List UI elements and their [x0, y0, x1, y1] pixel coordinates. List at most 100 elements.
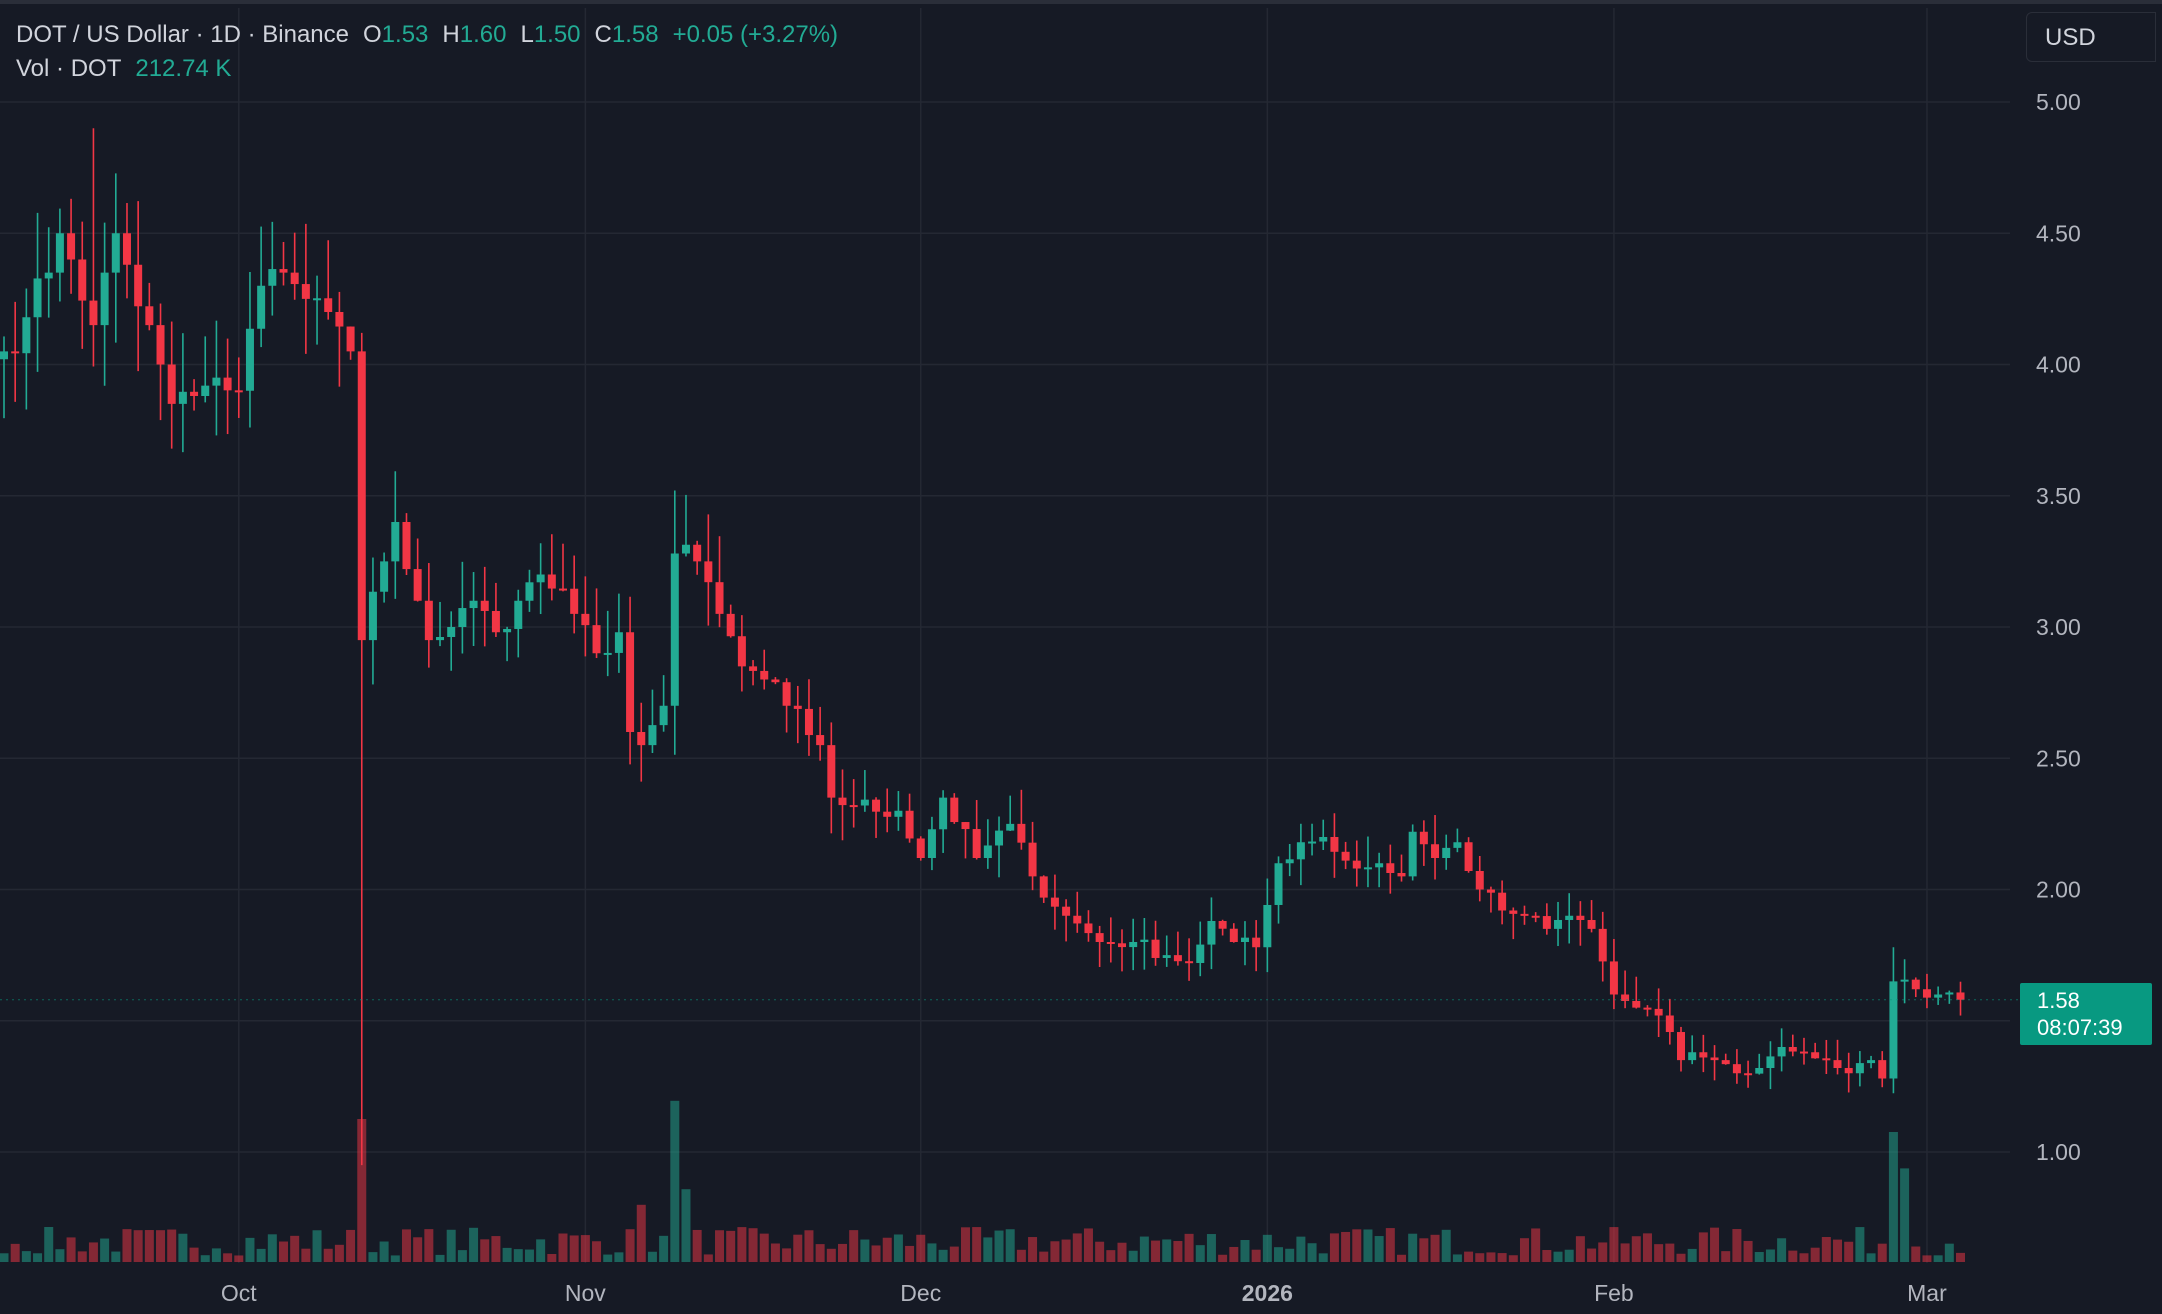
candle-body [1397, 873, 1406, 877]
candle-body [1062, 906, 1071, 916]
volume-bar [1888, 1132, 1898, 1262]
candle-body [1554, 919, 1563, 929]
volume-bar [1620, 1243, 1630, 1262]
candle-body [1442, 847, 1451, 858]
candle-body [1095, 933, 1104, 942]
volume-bar [569, 1235, 579, 1262]
x-tick-label: Oct [221, 1280, 257, 1306]
volume-bar [1050, 1241, 1060, 1262]
volume-bar [1139, 1236, 1149, 1262]
volume-bar [1464, 1251, 1474, 1262]
candle-body [33, 278, 42, 318]
volume-bar [1095, 1241, 1105, 1262]
candle-body [1833, 1060, 1842, 1069]
volume-bar [838, 1243, 847, 1262]
volume-bar [804, 1230, 814, 1262]
candle-body [458, 608, 467, 627]
volume-bar [1933, 1255, 1943, 1262]
volume-bar [1251, 1249, 1261, 1262]
candle-body [313, 298, 322, 301]
volume-bar [167, 1229, 177, 1262]
volume-bar [21, 1251, 31, 1262]
candle-body [1151, 939, 1160, 958]
candle-body [1419, 831, 1428, 845]
candle-body [391, 522, 400, 562]
volume-bar [1452, 1254, 1462, 1262]
volume-bar [401, 1229, 411, 1262]
volume-bar [290, 1235, 300, 1262]
currency-button[interactable]: USD [2026, 12, 2156, 62]
close-value: 1.58 [611, 21, 659, 48]
volume-bar [882, 1237, 892, 1262]
x-tick-label: Feb [1594, 1280, 1634, 1306]
candle-body [1129, 942, 1138, 948]
candle-body [514, 600, 523, 629]
candle-body [525, 582, 534, 601]
volume-bar [357, 1119, 367, 1262]
candle-body [1475, 870, 1484, 890]
volume-bar [1441, 1229, 1451, 1262]
candle-body [603, 652, 612, 655]
volume-value: 212.74 K [135, 55, 232, 82]
volume-bar [390, 1255, 400, 1262]
candle-body [1609, 961, 1618, 995]
candle-body [1565, 915, 1574, 920]
candle-body [793, 705, 802, 709]
candle-body [1755, 1068, 1764, 1074]
volume-bar [536, 1239, 546, 1262]
candle-body [1140, 939, 1149, 942]
candle-body [1173, 955, 1182, 962]
candle-body [1598, 928, 1607, 962]
volume-bar [513, 1249, 523, 1262]
volume-bar [1173, 1241, 1183, 1262]
candle-body [995, 830, 1004, 846]
symbol-title[interactable]: DOT / US Dollar · 1D · Binance [16, 21, 349, 48]
candle-body [927, 829, 936, 858]
candle-body [111, 233, 120, 273]
candle-body [1945, 992, 1954, 995]
candle-body [212, 377, 221, 386]
volume-bar [1754, 1252, 1764, 1262]
volume-bar [1374, 1236, 1384, 1262]
candle-body [804, 708, 813, 736]
volume-bar [603, 1254, 613, 1262]
candle-body [1643, 1007, 1652, 1010]
candle-body [413, 569, 422, 601]
volume-bar [435, 1254, 445, 1262]
candle-body [1844, 1068, 1853, 1074]
candle-body [1017, 823, 1026, 843]
volume-bar [1072, 1233, 1082, 1262]
volume-bar [1497, 1253, 1507, 1262]
volume-bar [1721, 1251, 1731, 1262]
volume-bar [111, 1251, 121, 1262]
candle-body [670, 553, 679, 706]
candle-body [547, 574, 556, 589]
volume-bar [659, 1235, 669, 1262]
candle-body [939, 797, 948, 830]
candle-body [894, 810, 903, 817]
volume-bar [33, 1253, 43, 1262]
volume-bar [457, 1250, 467, 1262]
volume-bar [1564, 1249, 1574, 1262]
volume-label[interactable]: Vol · DOT [16, 55, 122, 82]
volume-bar [1598, 1242, 1608, 1262]
volume-bar [681, 1189, 691, 1262]
volume-bar [178, 1233, 188, 1262]
candle-body [1531, 915, 1540, 918]
candle-body [55, 233, 64, 273]
volume-bar [1631, 1236, 1641, 1262]
legend-ohlc-row: DOT / US Dollar · 1D · Binance O 1.53 H … [16, 18, 838, 52]
candle-body [1520, 913, 1529, 916]
volume-bar [413, 1237, 423, 1262]
low-label: L [520, 21, 534, 48]
candle-body [1732, 1064, 1741, 1074]
volume-bar [905, 1245, 915, 1262]
legend-volume-row: Vol · DOT 212.74 K [16, 52, 838, 86]
volume-bar [1710, 1227, 1720, 1262]
volume-bar [1329, 1233, 1339, 1262]
candle-body [827, 745, 836, 798]
close-label: C [594, 21, 612, 48]
candle-body [447, 627, 456, 638]
volume-bar [1810, 1247, 1820, 1262]
